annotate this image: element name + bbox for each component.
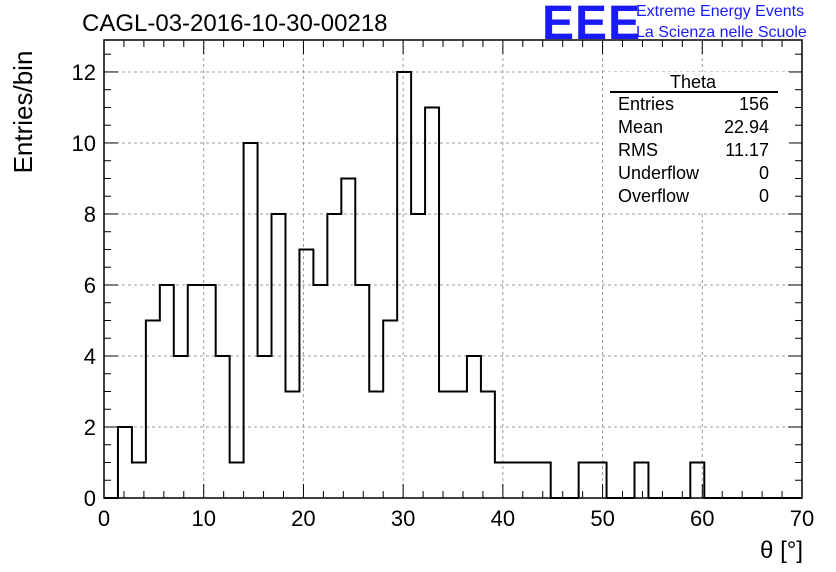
axis-tick-labels: 0 10 20 30 40 50 60 70 0 2 4 6 8 10 12 [72, 60, 815, 531]
y-tick-label: 4 [84, 344, 96, 369]
stats-row-label: Overflow [618, 186, 690, 206]
x-tick-label: 70 [790, 506, 814, 531]
grid-lines [104, 40, 802, 498]
stats-row-value: 22.94 [724, 117, 769, 137]
x-tick-label: 0 [98, 506, 110, 531]
x-axis-label: θ [°] [760, 537, 803, 564]
chart-title: CAGL-03-2016-10-30-00218 [82, 10, 388, 37]
x-tick-label: 50 [590, 506, 614, 531]
stats-row-value: 156 [739, 94, 769, 114]
x-tick-label: 20 [291, 506, 315, 531]
stats-row-value: 11.17 [725, 140, 769, 160]
x-tick-label: 60 [690, 506, 714, 531]
y-tick-label: 0 [84, 486, 96, 511]
stats-row-label: Entries [618, 94, 674, 114]
stats-row-label: RMS [618, 140, 658, 160]
y-tick-label: 6 [84, 273, 96, 298]
histogram-step-line [104, 70, 802, 499]
y-tick-label: 8 [84, 202, 96, 227]
stats-box-title: Theta [670, 72, 717, 92]
x-tick-label: 30 [391, 506, 415, 531]
logo-text-line-1: Extreme Energy Events [636, 3, 805, 20]
stats-box: Theta Entries 156 Mean 22.94 RMS 11.17 Underfl… [603, 72, 789, 212]
stats-row-value: 0 [759, 163, 769, 183]
x-tick-label: 40 [491, 506, 515, 531]
x-tick-label: 10 [191, 506, 215, 531]
axis-ticks [103, 40, 803, 499]
y-tick-label: 10 [72, 131, 96, 156]
y-axis-label: Entries/bin [8, 51, 38, 174]
stats-row-label: Mean [618, 117, 663, 137]
stats-row-value: 0 [759, 186, 769, 206]
y-tick-label: 12 [72, 60, 96, 85]
y-tick-label: 2 [84, 415, 96, 440]
stats-row-label: Underflow [618, 163, 700, 183]
plot-frame [103, 39, 803, 499]
logo-text-line-2: La Scienza nelle Scuole [636, 24, 807, 41]
